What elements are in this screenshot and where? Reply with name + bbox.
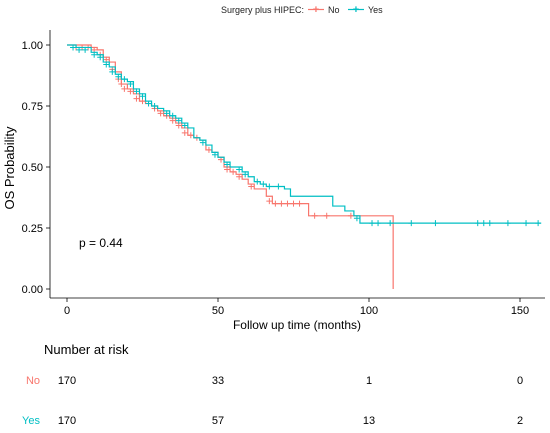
censor-mark-yes (504, 220, 511, 227)
censor-mark-no (248, 183, 255, 190)
risk-value: 13 (363, 415, 375, 427)
censor-mark-yes (151, 103, 158, 109)
censor-mark-no (230, 168, 237, 175)
risk-value: 170 (58, 375, 76, 387)
censor-mark-yes (523, 220, 530, 227)
censor-mark-yes (121, 76, 128, 83)
censor-mark-no (323, 212, 330, 219)
censor-mark-yes (242, 171, 249, 178)
censor-mark-yes (480, 220, 487, 227)
y-tick-label: 0.75 (22, 101, 43, 113)
censor-mark-yes (224, 161, 231, 168)
censor-mark-yes (535, 220, 542, 227)
x-axis-label: Follow up time (months) (233, 318, 361, 332)
censor-mark-yes (133, 88, 140, 95)
risk-row-label: No (26, 375, 40, 387)
x-ticks: 0 50 100 150 (64, 298, 529, 317)
censor-mark-yes (115, 73, 122, 80)
legend-no-marker: + (313, 4, 319, 16)
censor-mark-yes (175, 117, 182, 124)
censor-mark-yes (199, 139, 206, 146)
risk-table: Number at risk No 170 33 1 0 Yes 170 57 13 2 (22, 342, 523, 427)
censor-mark-no (284, 200, 291, 207)
y-tick-label: 0.25 (22, 223, 43, 235)
censor-mark-yes (387, 220, 394, 227)
censor-mark-yes (91, 51, 98, 58)
risk-value: 57 (212, 415, 224, 427)
censor-mark-no (127, 88, 134, 95)
y-tick-label: 1.00 (22, 40, 43, 52)
censor-mark-yes (82, 46, 89, 53)
censor-mark-yes (474, 220, 481, 227)
censor-mark-no (181, 129, 188, 136)
censor-mark-yes (103, 61, 110, 68)
x-tick-label: 50 (212, 305, 224, 317)
p-value-annotation: p = 0.44 (79, 236, 123, 250)
censor-mark-yes (181, 122, 188, 129)
censor-mark-yes (139, 93, 146, 100)
censor-mark-yes (486, 220, 493, 227)
risk-value: 0 (517, 375, 523, 387)
x-tick-label: 0 (64, 305, 70, 317)
censor-mark-yes (127, 81, 134, 88)
censor-mark-no (157, 110, 164, 117)
legend-no-label: No (328, 5, 340, 15)
y-tick-label: 0.00 (22, 284, 43, 296)
censor-mark-no (236, 173, 243, 180)
risk-table-rows: No 170 33 1 0 Yes 170 57 13 2 (22, 375, 523, 427)
censor-mark-yes (97, 54, 104, 61)
y-axis-label: OS Probability (2, 126, 17, 210)
censor-mark-yes (163, 110, 170, 117)
censor-mark-yes (236, 166, 243, 173)
censor-mark-no (296, 200, 303, 207)
risk-value: 33 (212, 375, 224, 387)
risk-value: 170 (58, 415, 76, 427)
censor-mark-yes (266, 183, 273, 190)
censor-mark-yes (254, 178, 261, 185)
censor-mark-no (290, 200, 297, 207)
censor-mark-yes (109, 68, 116, 75)
x-tick-label: 150 (511, 305, 529, 317)
legend-yes-marker: + (353, 4, 359, 16)
legend-title: Surgery plus HIPEC: (221, 5, 304, 15)
legend: Surgery plus HIPEC: + No + Yes (221, 4, 383, 16)
censor-mark-yes (76, 46, 83, 53)
censor-mark-yes (260, 181, 267, 188)
censor-mark-yes (169, 112, 176, 119)
censor-mark-yes (353, 215, 360, 222)
censor-mark-yes (211, 151, 218, 158)
censor-mark-yes (369, 220, 376, 227)
censor-mark-no (347, 212, 354, 219)
censor-mark-no (121, 85, 128, 92)
y-tick-label: 0.50 (22, 162, 43, 174)
risk-row-label: Yes (22, 415, 40, 427)
survival-line-yes (67, 44, 542, 224)
censor-mark-no (278, 200, 285, 207)
censor-mark-no (266, 198, 273, 205)
survival-curves (67, 44, 542, 289)
censor-mark-yes (432, 220, 439, 227)
censor-mark-yes (375, 220, 382, 227)
y-ticks: 0.00 0.25 0.50 0.75 1.00 (22, 40, 50, 296)
censor-mark-no (187, 132, 194, 139)
censor-mark-no (133, 95, 140, 102)
risk-value: 2 (517, 415, 523, 427)
censor-mark-yes (145, 100, 152, 107)
x-tick-label: 100 (360, 305, 378, 317)
censor-mark-no (205, 146, 212, 153)
risk-table-title: Number at risk (44, 342, 129, 357)
censor-mark-yes (408, 220, 415, 227)
censor-mark-yes (275, 183, 282, 190)
censor-mark-yes (70, 44, 77, 51)
censor-mark-no (311, 212, 318, 219)
censor-mark-no (272, 200, 279, 207)
legend-yes-label: Yes (368, 5, 383, 15)
risk-value: 1 (366, 375, 372, 387)
censor-mark-no (118, 81, 125, 88)
